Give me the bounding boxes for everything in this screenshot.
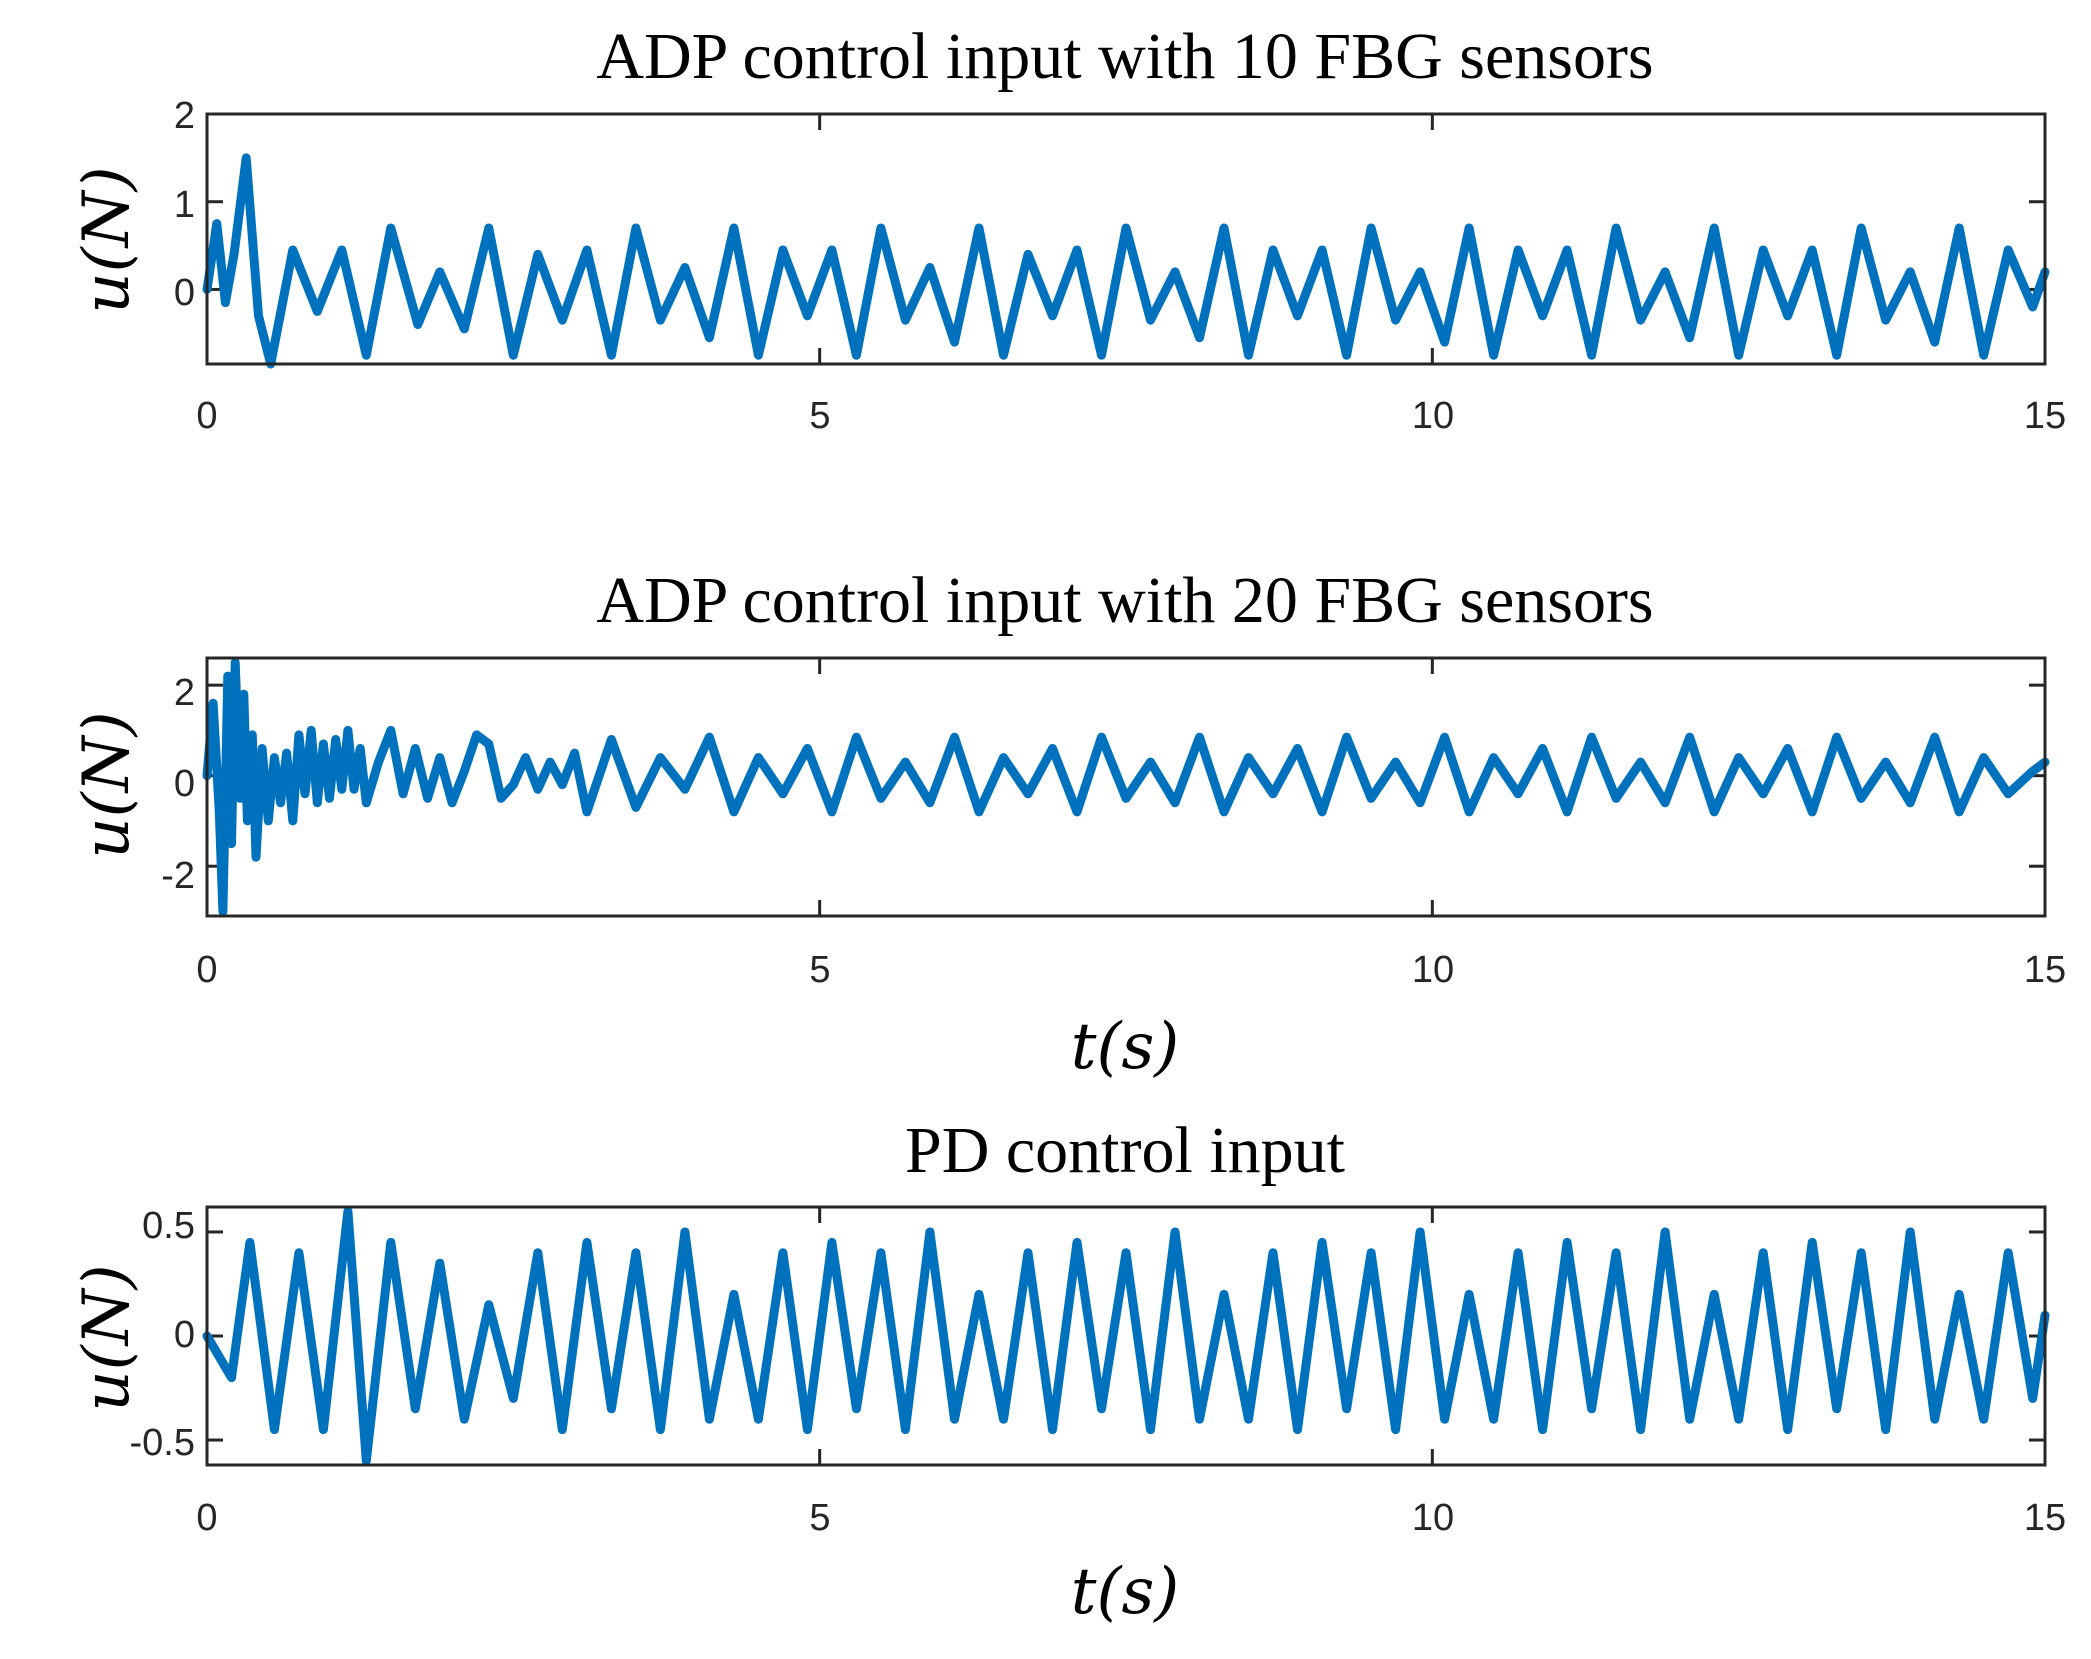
ytick-label: 2 — [174, 672, 195, 714]
panel-title: ADP control input with 10 FBG sensors — [596, 20, 1653, 93]
panel-pd: PD control input u(N) -0.5 0 0.5 0 5 10 … — [70, 1114, 2066, 1629]
xtick-label: 0 — [196, 1497, 217, 1539]
panel-title: ADP control input with 20 FBG sensors — [596, 564, 1653, 637]
axes-box — [205, 656, 2047, 918]
ytick-label: 0 — [174, 1314, 195, 1356]
ytick-label: 0 — [174, 763, 195, 805]
xtick-label: 5 — [809, 395, 830, 437]
axes-box — [205, 112, 2047, 366]
xtick-label: 5 — [809, 1497, 830, 1539]
axes-box — [205, 1205, 2047, 1467]
xtick-label: 15 — [2024, 1497, 2066, 1539]
panel-title: PD control input — [905, 1114, 1345, 1187]
panel-adp-20: ADP control input with 20 FBG sensors u(… — [70, 564, 2066, 1084]
xtick-label: 5 — [809, 949, 830, 991]
xtick-label: 15 — [2024, 949, 2066, 991]
xtick-labels: 0 5 10 15 — [196, 1497, 2066, 1539]
ytick-label: -0.5 — [130, 1422, 195, 1464]
xtick-labels: 0 5 10 15 — [196, 395, 2066, 437]
series-line — [202, 153, 2050, 369]
ytick-labels: 0 1 2 — [174, 95, 195, 314]
x-axis-label: t(s) — [1071, 1010, 1180, 1084]
xtick-label: 10 — [1412, 1497, 1454, 1539]
xtick-label: 10 — [1412, 949, 1454, 991]
xtick-labels: 0 5 10 15 — [196, 949, 2066, 991]
ytick-label: 0 — [174, 272, 195, 314]
xtick-label: 10 — [1412, 395, 1454, 437]
ytick-label: -2 — [161, 855, 195, 897]
xtick-label: 15 — [2024, 395, 2066, 437]
ytick-label: 1 — [174, 184, 195, 226]
panel-adp-10: ADP control input with 10 FBG sensors u(… — [70, 20, 2066, 437]
ytick-label: 2 — [174, 95, 195, 137]
series-line — [202, 658, 2050, 916]
ytick-labels: -2 0 2 — [161, 672, 195, 897]
ytick-label: 0.5 — [142, 1205, 195, 1247]
xtick-label: 0 — [196, 395, 217, 437]
y-axis-label: u(N) — [70, 166, 144, 313]
ytick-labels: -0.5 0 0.5 — [130, 1205, 195, 1464]
y-axis-label: u(N) — [70, 711, 144, 858]
xtick-label: 0 — [196, 949, 217, 991]
series-line — [202, 1206, 2050, 1466]
y-axis-label: u(N) — [70, 1264, 144, 1411]
x-axis-label: t(s) — [1071, 1555, 1180, 1629]
